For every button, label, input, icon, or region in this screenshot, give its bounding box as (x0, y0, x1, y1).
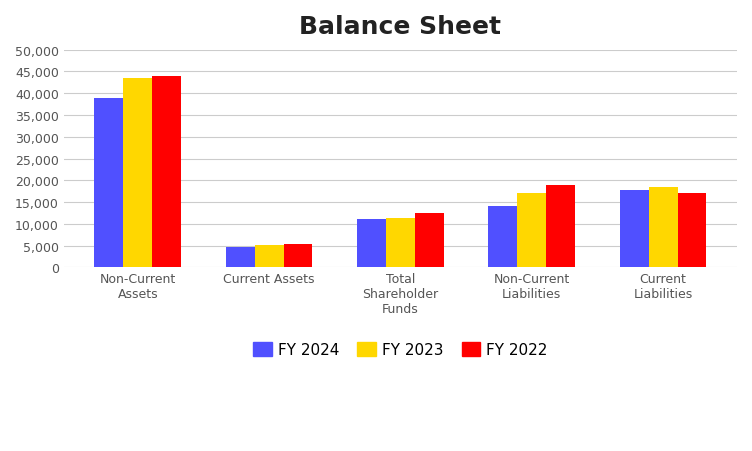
Bar (517, 194, 546, 268)
Bar (620, 190, 649, 268)
Title: Balance Sheet: Balance Sheet (299, 15, 502, 39)
Bar (678, 193, 706, 268)
Bar (546, 185, 575, 268)
Bar (226, 247, 255, 268)
Bar (649, 188, 678, 268)
Bar (152, 77, 181, 268)
Bar (357, 219, 386, 268)
Bar (386, 219, 415, 268)
Bar (284, 244, 312, 268)
Bar (488, 207, 517, 268)
Legend: FY 2024, FY 2023, FY 2022: FY 2024, FY 2023, FY 2022 (247, 336, 553, 364)
Bar (95, 98, 123, 268)
Bar (123, 79, 152, 268)
Bar (255, 246, 284, 268)
Bar (415, 213, 444, 268)
